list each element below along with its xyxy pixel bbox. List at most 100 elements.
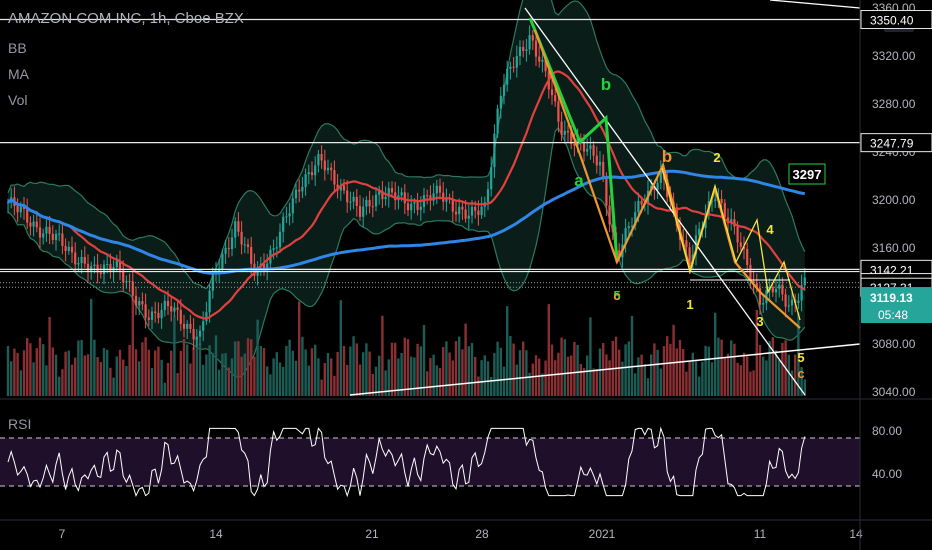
volume-bar — [490, 376, 493, 396]
candle-body — [618, 250, 621, 258]
volume-bar — [240, 356, 243, 396]
volume-bar — [54, 354, 58, 396]
indicator-bb-label[interactable]: BB — [8, 40, 27, 56]
volume-bar — [691, 352, 694, 396]
candle-body — [118, 260, 122, 271]
volume-bar — [253, 356, 256, 396]
volume-bar — [173, 315, 176, 396]
candle-body — [454, 211, 458, 215]
trendline-top — [769, 0, 861, 9]
volume-bar — [202, 364, 205, 396]
volume-bar — [442, 347, 445, 396]
candle-body — [746, 248, 749, 265]
volume-bar — [13, 348, 16, 396]
volume-bar — [474, 357, 477, 396]
volume-bar — [26, 337, 29, 396]
candle-body — [227, 247, 230, 250]
candle-body — [150, 311, 154, 320]
volume-bar — [768, 341, 771, 396]
volume-bar — [736, 362, 739, 396]
volume-bar — [589, 317, 592, 396]
candle-body — [742, 246, 746, 249]
volume-bar — [656, 349, 659, 396]
candle-body — [461, 206, 464, 210]
time-axis-tick: 28 — [475, 527, 489, 541]
volume-bar — [758, 345, 762, 396]
volume-bar — [586, 355, 589, 396]
volume-bar — [688, 360, 691, 396]
candle-body — [403, 192, 406, 204]
volume-bar — [630, 315, 634, 396]
volume-bar — [317, 358, 320, 396]
candle-body — [310, 172, 314, 176]
candle-body — [77, 263, 80, 265]
candle-body — [413, 202, 416, 204]
candle-body — [42, 233, 45, 238]
volume-bar — [730, 340, 733, 396]
candle-body — [605, 178, 608, 206]
candle-body — [771, 286, 774, 293]
candle-body — [611, 224, 614, 233]
candle-body — [349, 201, 352, 203]
volume-bar — [675, 348, 678, 396]
level-tag — [860, 133, 932, 153]
candle-body — [141, 301, 144, 305]
price-axis-tick: 3280.00 — [872, 97, 916, 111]
volume-bar — [16, 353, 19, 396]
candle-body — [176, 307, 179, 310]
volume-bar — [560, 337, 563, 396]
volume-bar — [582, 368, 586, 396]
volume-bar — [304, 349, 307, 396]
volume-bar — [48, 316, 51, 396]
candle-body — [787, 305, 790, 307]
candle-body — [560, 121, 563, 135]
volume-bar — [454, 341, 458, 396]
volume-bar — [35, 348, 38, 396]
volume-bar — [570, 355, 573, 396]
candle-body — [464, 209, 467, 219]
candle-body — [384, 196, 387, 200]
candle-body — [589, 145, 592, 150]
candle-body — [374, 194, 378, 207]
candle-body — [458, 206, 461, 215]
candle-body — [230, 237, 234, 250]
candle-body — [515, 56, 518, 68]
candle-body — [144, 304, 147, 318]
candle-body — [301, 186, 304, 192]
volume-bar — [138, 361, 141, 396]
volume-bar — [90, 298, 93, 396]
indicator-ma-label[interactable]: MA — [8, 66, 29, 82]
volume-bar — [797, 312, 800, 396]
volume-bar — [634, 373, 637, 396]
price-axis-tick: 3040.00 — [872, 385, 916, 399]
candle-body — [51, 233, 54, 240]
wave-label: c — [797, 366, 804, 381]
volume-bar — [800, 367, 803, 396]
volume-bar — [496, 341, 499, 396]
candle-body — [355, 196, 358, 207]
candle-body — [534, 40, 538, 57]
volume-bar — [205, 354, 208, 396]
trendline-descending — [524, 7, 806, 396]
candle-body — [400, 192, 403, 196]
volume-bar — [464, 323, 467, 396]
wave-label: 4 — [766, 222, 774, 237]
moving-average-fast-line — [7, 70, 806, 320]
volume-bar — [83, 355, 86, 396]
candle-body — [730, 219, 733, 224]
time-axis-tick: 2021 — [589, 527, 616, 541]
volume-bar — [166, 362, 170, 396]
indicator-rsi-label[interactable]: RSI — [8, 416, 32, 432]
candle-body — [528, 35, 531, 50]
candle-body — [474, 206, 477, 211]
candle-body — [778, 284, 781, 289]
indicator-vol-label[interactable]: Vol — [8, 92, 28, 108]
wave-label: 5 — [613, 288, 620, 303]
volume-bar — [368, 351, 371, 396]
volume-bar — [650, 354, 653, 396]
volume-bar — [269, 374, 272, 396]
volume-bar — [384, 370, 387, 396]
moving-average-slow-line — [7, 169, 806, 275]
volume-bar — [93, 339, 96, 396]
